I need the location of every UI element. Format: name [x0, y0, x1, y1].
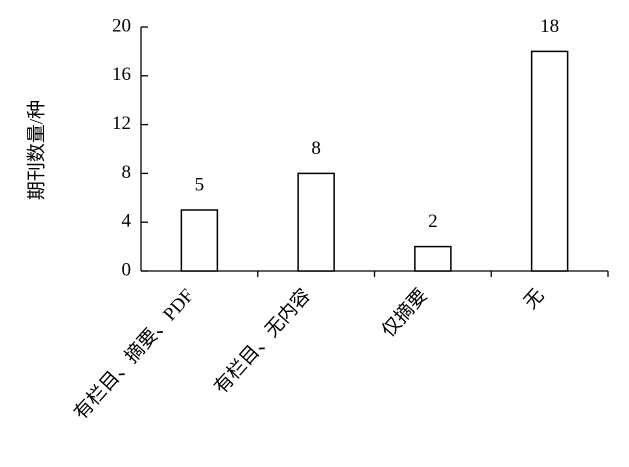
bar [530, 50, 569, 272]
data-label: 2 [428, 211, 438, 232]
data-label: 5 [195, 174, 205, 195]
x-tick-label: 有栏目、无内容 [210, 285, 315, 399]
x-tick-label: 无 [520, 285, 548, 313]
bar [414, 245, 452, 272]
x-tick-label: 有栏目、摘要、PDF [70, 285, 199, 424]
x-tick-label: 仅摘要 [377, 285, 432, 342]
data-label: 8 [311, 138, 321, 159]
bar [180, 209, 219, 272]
bar [297, 172, 335, 272]
y-tick-label: 20 [112, 15, 131, 36]
y-tick-label: 8 [122, 162, 132, 183]
y-axis-label: 期刊数量/种 [25, 100, 47, 200]
y-tick-label: 4 [122, 211, 132, 232]
y-tick-label: 16 [112, 64, 131, 85]
y-tick-label: 12 [112, 113, 131, 134]
data-label: 18 [540, 16, 559, 37]
y-tick-label: 0 [122, 259, 132, 280]
